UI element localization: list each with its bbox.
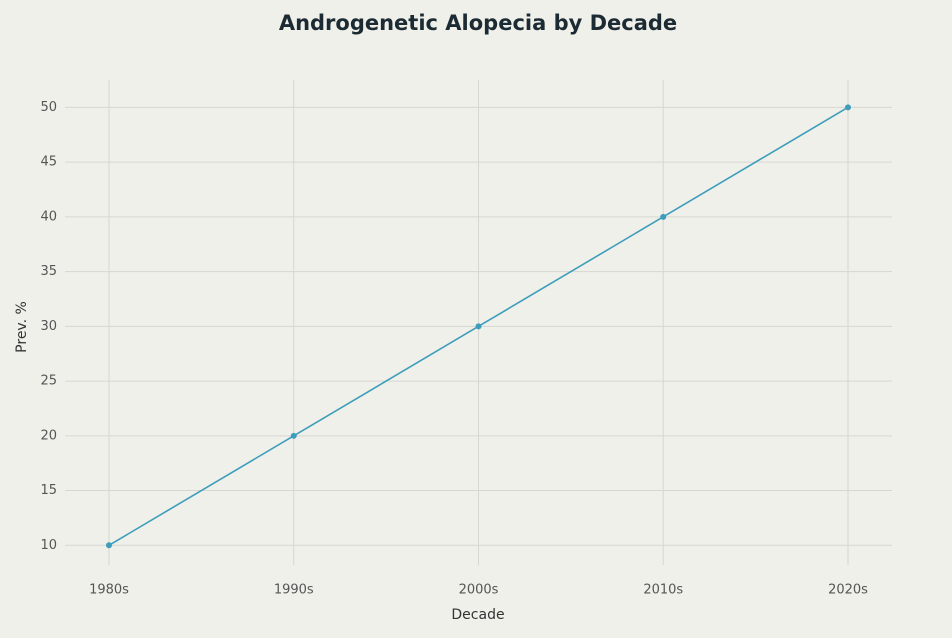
x-tick-label: 2010s: [643, 583, 683, 598]
grid: [65, 80, 892, 565]
y-tick-label: 40: [40, 209, 57, 224]
y-tick-label: 30: [40, 319, 57, 334]
y-tick-label: 45: [40, 155, 57, 170]
y-tick-label: 20: [40, 428, 57, 443]
y-tick-label: 25: [40, 374, 57, 389]
data-point: [475, 323, 482, 330]
y-tick-label: 35: [40, 264, 57, 279]
x-axis-title: Decade: [451, 607, 504, 623]
x-tick-label: 2000s: [459, 583, 499, 598]
y-tick-label: 50: [40, 100, 57, 115]
y-axis-title: Prev. %: [14, 301, 30, 353]
y-tick-label: 10: [40, 538, 57, 553]
x-tick-label: 1990s: [274, 583, 314, 598]
data-point: [106, 542, 112, 549]
data-point: [660, 213, 667, 220]
chart-title: Androgenetic Alopecia by Decade: [279, 11, 677, 35]
x-tick-label: 2020s: [828, 583, 868, 598]
x-tick-label: 1980s: [89, 583, 129, 598]
data-point: [845, 104, 851, 111]
y-tick-label: 15: [40, 483, 57, 498]
data-point: [290, 432, 297, 439]
